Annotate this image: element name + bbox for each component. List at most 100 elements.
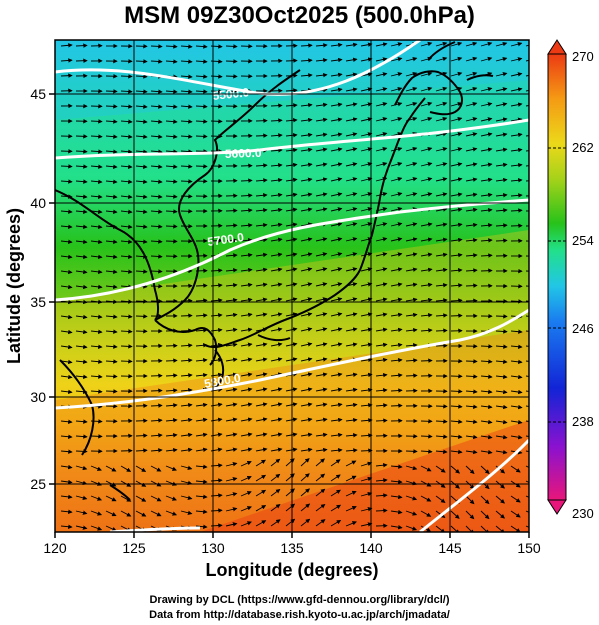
wind-arrow [75,434,88,439]
wind-arrow [300,327,313,332]
wind-arrow [285,342,298,347]
wind-arrow [180,417,193,423]
wind-arrow [60,43,73,48]
x-tick-labels: 120 125 130 135 140 145 150 [43,540,541,556]
wind-arrow [300,132,313,138]
wind-arrow [360,87,373,92]
wind-arrow [375,57,388,62]
wind-arrow [480,404,493,410]
credit-line-2: Data from http://database.rish.kyoto-u.a… [149,609,450,621]
wind-arrow [435,328,448,333]
wind-arrow [420,252,433,257]
wind-arrow [510,41,523,47]
wind-arrow [525,330,529,332]
wind-arrow [150,510,162,517]
wind-arrow [420,312,433,318]
wind-arrow [330,252,343,257]
wind-arrow [510,162,523,168]
wind-arrow [435,56,448,62]
wind-arrow [300,282,313,287]
wind-arrow [270,488,281,497]
contour-5600 [55,118,529,160]
wind-arrow [360,433,373,438]
wind-arrow [165,44,178,49]
wind-arrow [330,402,343,408]
wind-arrow [180,119,193,124]
contour-5800 [55,308,529,410]
wind-arrow [375,478,388,483]
wind-arrow [360,461,373,467]
wind-arrow [480,147,493,152]
wind-arrow [450,162,463,167]
wind-arrow [105,194,118,200]
wind-arrow [420,328,433,333]
wind-arrow [330,432,343,438]
wind-arrow [345,132,358,137]
wind-arrow [105,495,117,502]
wind-arrow [60,58,73,63]
wind-arrow [315,207,328,212]
x-axis-label: Longitude (degrees) [205,560,378,580]
wind-arrow [75,209,88,214]
wind-arrow [165,403,178,408]
wind-arrow [150,239,163,244]
wind-arrow [90,164,103,169]
wind-arrow [60,209,73,214]
wind-arrow [420,116,433,122]
wind-arrow [165,134,178,139]
wind-arrow [165,373,178,378]
wind-arrow [345,417,358,423]
hot-core-overlay [200,420,529,532]
wind-arrow [360,387,373,393]
wind-arrow [270,327,283,332]
wind-arrow [150,119,163,124]
wind-arrow [120,89,133,94]
wind-arrow [345,192,358,197]
wind-arrow [315,357,328,362]
wind-arrow [60,389,73,395]
wind-arrow [75,269,88,275]
wind-arrow [60,464,73,470]
wind-arrow [375,42,388,47]
wind-arrow [270,402,283,407]
wind-arrow [420,465,432,472]
wind-arrow [195,432,208,438]
wind-arrow [150,179,163,184]
wind-arrow [360,448,373,453]
wind-arrow [345,42,358,48]
wind-arrow [75,329,88,335]
wind-arrow [450,434,463,440]
wind-arrow [450,71,463,77]
wind-arrow [225,268,238,273]
wind-arrow [405,465,418,471]
wind-arrow [270,504,281,512]
wind-arrow [405,510,418,516]
wind-arrow [270,252,283,257]
contour-5900-b [419,438,529,532]
wind-arrow [525,495,529,498]
wind-arrow [240,432,253,437]
wind-arrow [285,458,295,467]
wind-arrow [345,312,358,317]
wind-arrow [480,449,493,455]
wind-arrow [525,450,529,452]
wind-arrow [390,131,403,137]
wind-arrow [75,164,88,169]
x-tick-label: 130 [201,540,225,556]
wind-arrow [375,252,388,257]
wind-arrow [105,104,118,109]
wind-arrow [330,474,341,482]
wind-arrow [105,374,118,379]
wind-arrow [135,74,148,79]
wind-arrow [60,359,73,365]
wind-arrow [285,312,298,317]
wind-arrow [375,327,388,333]
wind-arrow [480,223,493,228]
wind-arrow [75,359,88,365]
wind-arrow [465,207,478,213]
wind-arrow [225,59,238,64]
wind-arrow [120,119,133,124]
wind-arrow [240,461,252,467]
wind-arrow [105,134,118,139]
wind-arrow [375,282,388,287]
